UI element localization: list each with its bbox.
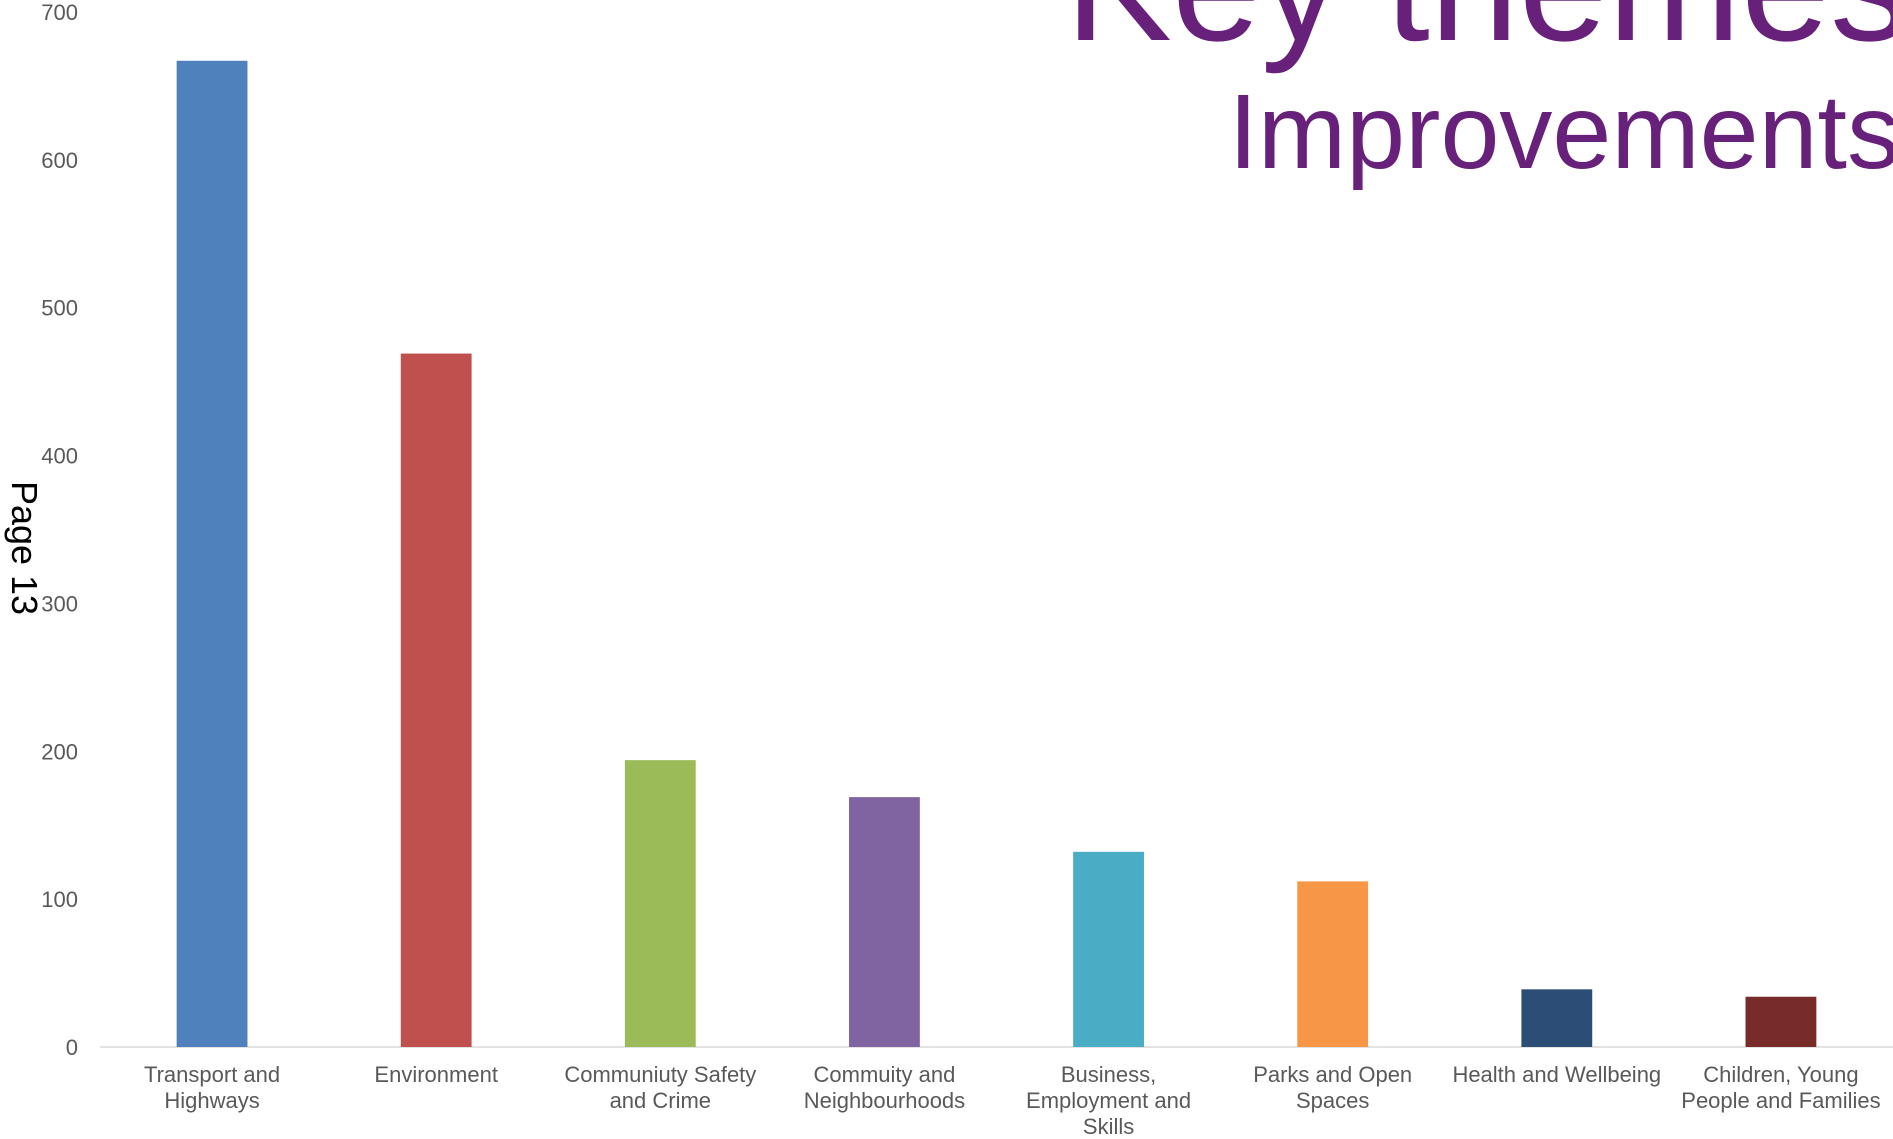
y-tick-label: 200 <box>41 739 78 764</box>
bar <box>1745 996 1817 1047</box>
y-tick-label: 700 <box>41 0 78 25</box>
x-tick-label: Children, Young People and Families <box>1681 1062 1881 1113</box>
x-tick-label: Commuity and Neighbourhoods <box>803 1062 966 1113</box>
page-label: Page 13 <box>4 481 45 615</box>
chart-title: Key themes <box>1065 0 1893 74</box>
bar <box>849 797 920 1047</box>
x-tick-label: Business, Employment and Skills <box>1026 1062 1192 1139</box>
x-tick-label: Transport and Highways <box>143 1062 281 1113</box>
x-tick-label: Parks and Open Spaces <box>1253 1062 1413 1113</box>
x-tick-label: Environment <box>374 1062 498 1087</box>
y-tick-label: 400 <box>41 444 78 469</box>
y-tick-label: 600 <box>41 148 78 173</box>
bar <box>624 760 696 1047</box>
y-tick-label: 500 <box>41 296 78 321</box>
y-tick-label: 100 <box>41 887 78 912</box>
bar <box>400 353 472 1047</box>
y-tick-label: 0 <box>66 1035 78 1060</box>
bar <box>1297 881 1369 1047</box>
x-tick-label: Communiuty Safety and Crime <box>564 1062 757 1113</box>
y-tick-label: 300 <box>41 591 78 616</box>
bar <box>176 60 248 1048</box>
bar <box>1073 851 1144 1047</box>
x-tick-label: Health and Wellbeing <box>1452 1062 1662 1087</box>
chart-subtitle: Improvements <box>1228 73 1893 191</box>
bar <box>1521 989 1593 1047</box>
